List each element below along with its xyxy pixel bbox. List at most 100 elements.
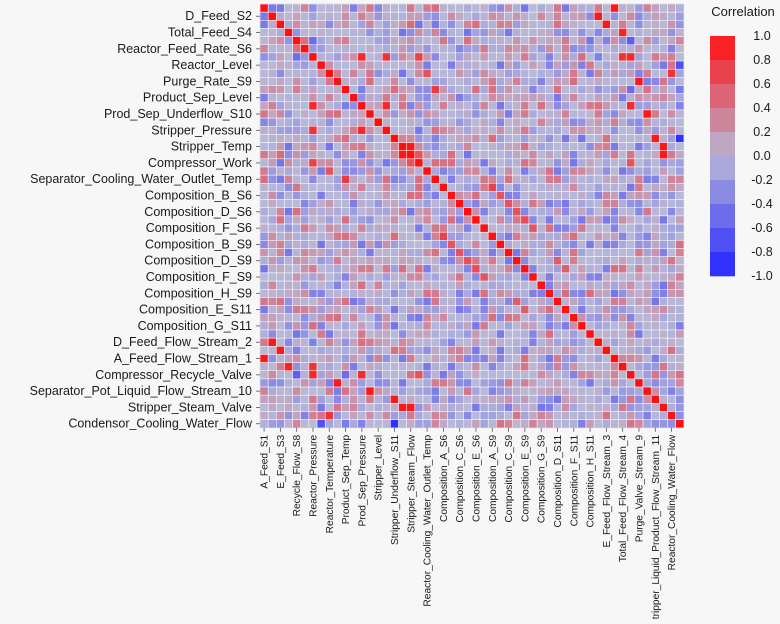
heatmap-cell (577, 134, 587, 143)
heatmap-cell (642, 28, 652, 37)
heatmap-cell (414, 362, 424, 372)
heatmap-cell (561, 370, 570, 380)
heatmap-cell (292, 191, 302, 200)
heatmap-cell (561, 411, 570, 420)
heatmap-cell (430, 174, 440, 184)
heatmap-cell (292, 44, 302, 54)
heatmap-cell (276, 289, 285, 298)
heatmap-cell (496, 321, 505, 331)
heatmap-cell (414, 264, 424, 274)
heatmap-cell (422, 394, 432, 404)
heatmap-cell (585, 280, 595, 290)
heatmap-cell (561, 68, 570, 78)
heatmap-cell (659, 386, 668, 396)
heatmap-cell (300, 93, 310, 103)
heatmap-cell (439, 305, 448, 314)
heatmap-cell (520, 264, 530, 274)
heatmap-cell (390, 329, 399, 339)
heatmap-cell (300, 321, 310, 331)
heatmap-cell (618, 109, 627, 119)
heatmap-cell (471, 386, 481, 396)
heatmap-cell (430, 223, 440, 233)
heatmap-cell (496, 378, 505, 388)
heatmap-cell (504, 183, 513, 192)
heatmap-cell (349, 297, 359, 306)
heatmap-cell (504, 77, 513, 86)
heatmap-cell (667, 191, 676, 200)
heatmap-cell (610, 305, 619, 314)
heatmap-cell (496, 52, 505, 62)
heatmap-cell (536, 354, 546, 363)
legend-tick-label: -0.8 (751, 245, 773, 259)
heatmap-cell (259, 240, 269, 249)
heatmap-cell (357, 346, 367, 355)
heatmap-cell (520, 101, 530, 111)
heatmap-cell (463, 28, 473, 37)
heatmap-cell (414, 386, 424, 396)
heatmap-cell (284, 11, 293, 21)
heatmap-cell (398, 150, 407, 160)
heatmap-cell (667, 11, 676, 21)
heatmap-cell (276, 28, 285, 37)
heatmap-cell (341, 411, 350, 420)
heatmap-cell (308, 93, 318, 103)
heatmap-cell (471, 3, 481, 13)
heatmap-cell (333, 329, 342, 339)
heatmap-cell (536, 3, 546, 13)
heatmap-cell (276, 223, 285, 233)
heatmap-cell (626, 3, 636, 13)
heatmap-cell (316, 183, 326, 192)
heatmap-cell (471, 20, 481, 29)
heatmap-cell (577, 126, 587, 135)
heatmap-cell (316, 60, 326, 70)
heatmap-cell (341, 126, 350, 135)
heatmap-cell (349, 248, 359, 257)
heatmap-cell (504, 256, 513, 266)
heatmap-cell (414, 394, 424, 404)
heatmap-cell (610, 313, 619, 323)
heatmap-cell (463, 85, 473, 94)
heatmap-cell (382, 297, 391, 306)
heatmap-cell (659, 85, 668, 94)
heatmap-cell (365, 256, 375, 266)
heatmap-cell (349, 11, 359, 21)
heatmap-cell (357, 68, 367, 78)
heatmap-cell (382, 36, 391, 45)
heatmap-cell (569, 305, 579, 314)
heatmap-cell (528, 109, 538, 119)
heatmap-cell (430, 52, 440, 62)
heatmap-cell (650, 272, 660, 282)
heatmap-cell (675, 321, 685, 331)
heatmap-cell (316, 264, 326, 274)
heatmap-cell (292, 52, 302, 62)
heatmap-cell (333, 191, 342, 200)
heatmap-cell (349, 321, 359, 331)
heatmap-cell (471, 126, 481, 135)
heatmap-cell (292, 362, 302, 372)
heatmap-cell (479, 60, 489, 70)
heatmap-cell (455, 223, 465, 233)
heatmap-cell (650, 20, 660, 29)
heatmap-cell (561, 321, 570, 331)
heatmap-cell (308, 142, 318, 151)
heatmap-cell (422, 272, 432, 282)
heatmap-cell (308, 199, 318, 209)
heatmap-cell (406, 68, 416, 78)
heatmap-cell (650, 403, 660, 412)
heatmap-cell (667, 109, 676, 119)
heatmap-cell (593, 313, 603, 323)
heatmap-cell (487, 117, 497, 127)
heatmap-cell (341, 378, 350, 388)
heatmap-cell (487, 28, 497, 37)
heatmap-cell (455, 289, 465, 298)
heatmap-cell (585, 354, 595, 363)
heatmap-cell (259, 166, 269, 176)
heatmap-cell (650, 240, 660, 249)
heatmap-cell (553, 264, 562, 274)
heatmap-cell (634, 93, 644, 103)
heatmap-cell (479, 44, 489, 54)
heatmap-cell (650, 370, 660, 380)
heatmap-cell (300, 256, 310, 266)
heatmap-cell (569, 166, 579, 176)
heatmap-cell (520, 85, 530, 94)
